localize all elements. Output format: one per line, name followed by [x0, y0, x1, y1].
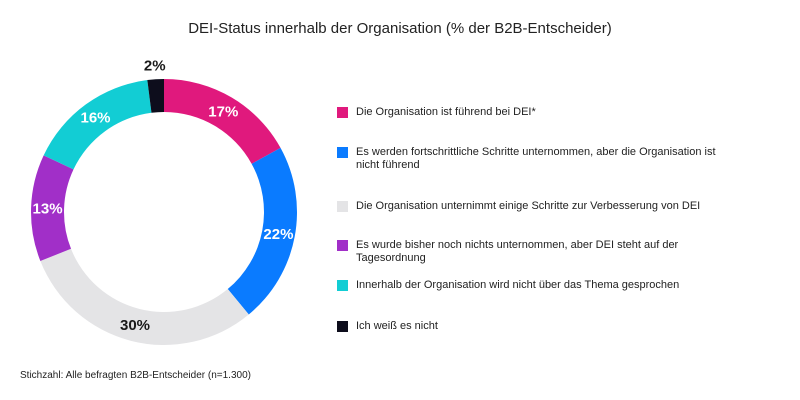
legend-item: Die Organisation unternimmt einige Schri… — [337, 200, 726, 213]
legend-label: Die Organisation unternimmt einige Schri… — [356, 200, 701, 212]
slice-value-label: 30% — [120, 317, 150, 334]
slice-value-label: 17% — [208, 104, 238, 121]
legend-swatch-icon — [337, 147, 348, 158]
donut-chart: 17% 22% 30% 13% 16% 2% — [31, 57, 298, 346]
legend-swatch-icon — [337, 240, 348, 251]
donut-slice — [40, 248, 249, 346]
legend-item: Ich weiß es nicht — [337, 320, 726, 333]
slice-value-label: 16% — [81, 110, 111, 127]
legend-label: Innerhalb der Organisation wird nicht üb… — [356, 279, 680, 291]
legend-item: Es wurde bisher noch nichts unternommen,… — [337, 239, 726, 265]
donut-slice — [164, 79, 281, 164]
legend-label: Die Organisation ist führend bei DEI* — [356, 106, 536, 118]
donut-slice — [227, 147, 298, 315]
slice-value-label: 22% — [263, 226, 293, 243]
legend-label: Es werden fortschrittliche Schritte unte… — [356, 146, 716, 171]
legend-swatch-icon — [337, 107, 348, 118]
legend-item: Die Organisation ist führend bei DEI* — [337, 106, 726, 119]
legend-swatch-icon — [337, 280, 348, 291]
legend-label: Ich weiß es nicht — [356, 320, 438, 332]
chart-title: DEI-Status innerhalb der Organisation (%… — [188, 20, 612, 37]
legend-item: Innerhalb der Organisation wird nicht üb… — [337, 279, 726, 292]
legend-label: Es wurde bisher noch nichts unternommen,… — [356, 239, 679, 264]
legend-item: Es werden fortschrittliche Schritte unte… — [337, 146, 726, 172]
legend-swatch-icon — [337, 321, 348, 332]
donut-slice — [147, 79, 164, 113]
donut-slice — [43, 80, 152, 170]
donut-slice — [31, 155, 74, 261]
footnote: Stichzahl: Alle befragten B2B-Entscheide… — [20, 370, 251, 381]
legend-swatch-icon — [337, 201, 348, 212]
slice-value-label: 2% — [144, 57, 166, 74]
slice-value-label: 13% — [33, 200, 63, 217]
